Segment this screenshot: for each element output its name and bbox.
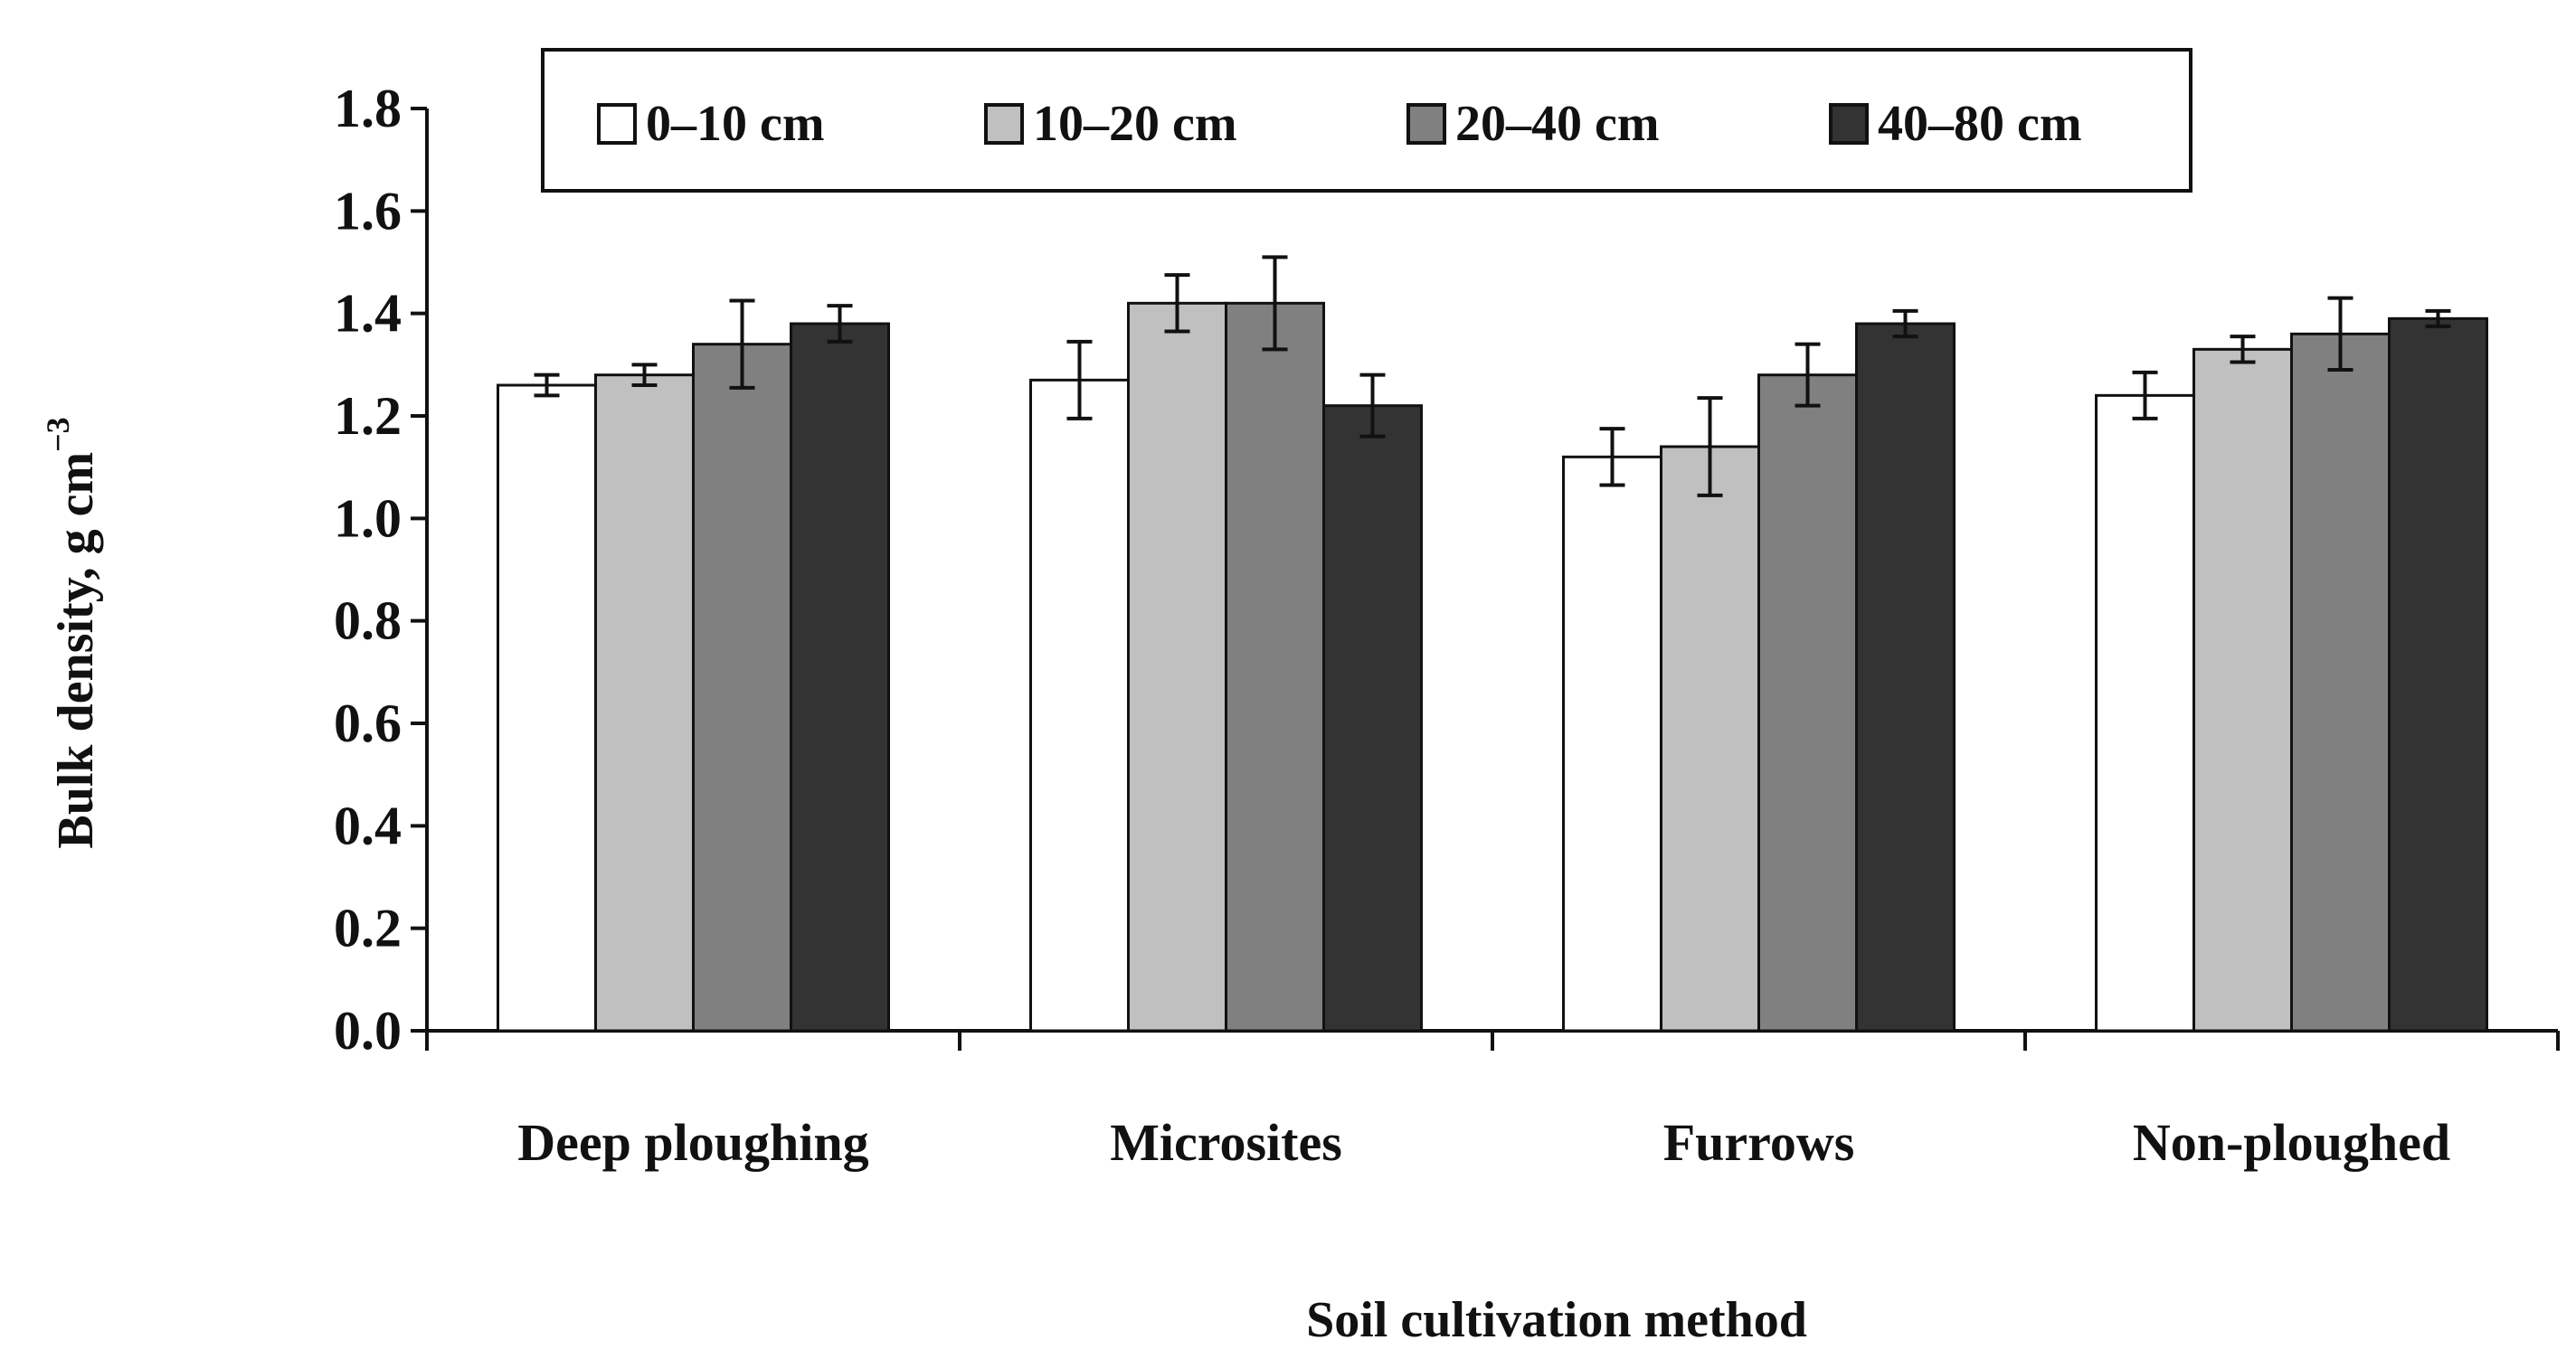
error-bar <box>2230 335 2256 364</box>
y-tick-label: 0.6 <box>334 694 402 753</box>
bar <box>1127 301 1227 1033</box>
legend-item: 10–20 cm <box>984 96 1237 152</box>
y-tick-label: 1.2 <box>334 386 402 446</box>
y-tick-label: 1.4 <box>334 284 402 344</box>
y-axis-title-text: Bulk density, g cm <box>48 452 104 849</box>
error-bar <box>534 373 560 398</box>
legend-label: 20–40 cm <box>1455 96 1660 152</box>
error-bar <box>1164 273 1190 334</box>
y-axis-title: Bulk density, g cm−3 <box>40 417 104 848</box>
legend-label: 10–20 cm <box>1033 96 1237 152</box>
category-label: Microsites <box>1110 1113 1342 1172</box>
error-bar <box>1262 255 1288 352</box>
x-axis-title: Soil cultivation method <box>1306 1292 1807 1348</box>
category-label: Non-ploughed <box>2133 1113 2450 1172</box>
legend: 0–10 cm 10–20 cm 20–40 cm 40–80 cm <box>541 48 2192 193</box>
y-tick-label: 0.4 <box>334 796 402 855</box>
error-bar <box>729 298 755 390</box>
error-bars <box>534 255 2451 497</box>
bar <box>2388 316 2488 1033</box>
y-tick-label: 1.8 <box>334 79 402 138</box>
bar <box>497 383 597 1033</box>
error-bar <box>1697 396 1723 497</box>
legend-swatch <box>1406 103 1446 145</box>
legend-item: 40–80 cm <box>1829 96 2082 152</box>
bar <box>1225 301 1325 1033</box>
error-bar <box>1892 308 1918 339</box>
legend-item: 0–10 cm <box>597 96 825 152</box>
legend-swatch <box>597 103 637 145</box>
category-labels: Deep ploughing Microsites Furrows Non-ploug… <box>517 1113 2450 1172</box>
bar <box>1660 445 1760 1033</box>
bar <box>1855 322 1956 1033</box>
error-bar <box>1066 339 1093 420</box>
error-bar <box>2327 296 2353 372</box>
bar <box>2192 347 2293 1033</box>
bar <box>1322 404 1423 1033</box>
bar <box>692 343 792 1033</box>
y-tick-label: 1.6 <box>334 181 402 241</box>
y-axis-title-superscript: −3 <box>40 417 76 452</box>
legend-item: 20–40 cm <box>1406 96 1660 152</box>
error-bar <box>1359 373 1386 439</box>
legend-frame <box>541 48 2192 193</box>
category-label: Deep ploughing <box>517 1113 868 1172</box>
bar <box>2095 393 2195 1033</box>
y-axis: 0.0 0.2 0.4 0.6 0.8 1.0 1.2 1.4 1.6 1.8 <box>334 79 429 1061</box>
legend-swatch <box>984 103 1024 145</box>
bar <box>2290 332 2391 1033</box>
error-bar <box>631 363 658 387</box>
x-axis <box>425 1029 2560 1051</box>
legend-swatch <box>1829 103 1869 145</box>
bar <box>1757 373 1858 1033</box>
error-bar <box>827 304 853 344</box>
y-tick-label: 0.0 <box>334 1001 402 1061</box>
error-bar <box>1599 427 1625 487</box>
bar <box>594 373 695 1033</box>
bar <box>1029 378 1130 1033</box>
error-bar <box>1795 342 1821 408</box>
y-tick-label: 1.0 <box>334 488 402 548</box>
bars <box>497 301 2488 1033</box>
y-tick-label: 0.8 <box>334 591 402 651</box>
category-label: Furrows <box>1663 1113 1855 1172</box>
error-bar <box>2132 370 2158 420</box>
legend-label: 40–80 cm <box>1878 96 2082 152</box>
error-bar <box>2425 308 2451 328</box>
legend-label: 0–10 cm <box>646 96 825 152</box>
y-tick-label: 0.2 <box>334 899 402 958</box>
bar <box>790 322 890 1033</box>
bar <box>1562 455 1662 1033</box>
